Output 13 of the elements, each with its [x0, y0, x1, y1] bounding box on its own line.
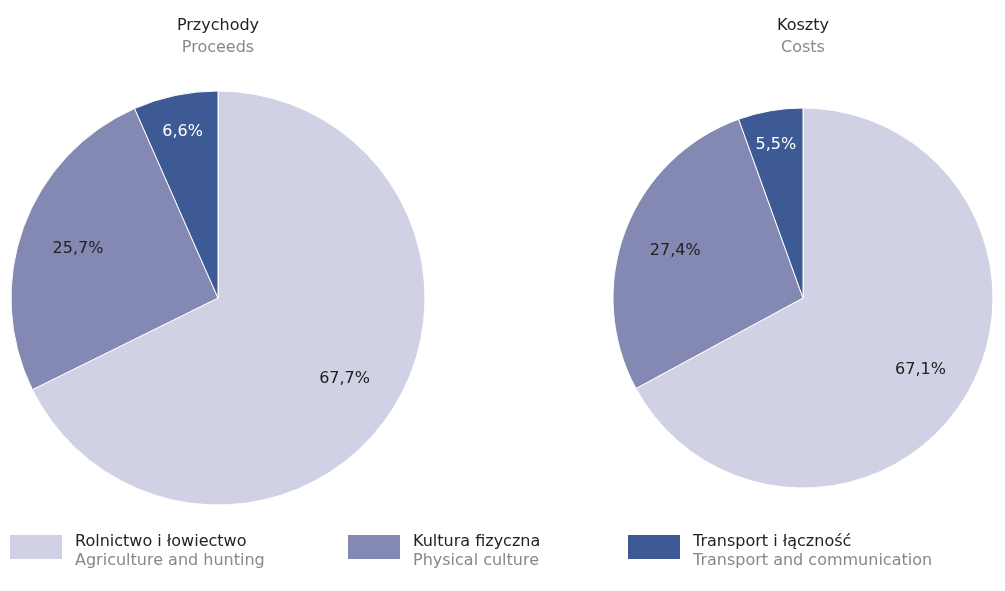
chart-title: Koszty [777, 15, 829, 34]
chart-subtitle: Proceeds [181, 37, 255, 56]
chart-title: Przychody [176, 15, 260, 34]
data-label: 6,6% [162, 120, 203, 140]
data-label: 5,5% [755, 133, 797, 153]
data-label: 27,4% [649, 240, 701, 260]
data-label: 25,7% [52, 238, 104, 258]
legend-label: Transport i łączność Transport and communication [692, 531, 933, 569]
legend-label: Kultura fizyczna Physical culture [413, 531, 541, 569]
legend-label: Rolnictwo i łowiectwo Agriculture and hunting [75, 531, 265, 569]
chart-subtitle: Costs [781, 37, 825, 56]
data-label: 67,1% [895, 359, 946, 379]
data-label: 67,7% [319, 367, 370, 387]
